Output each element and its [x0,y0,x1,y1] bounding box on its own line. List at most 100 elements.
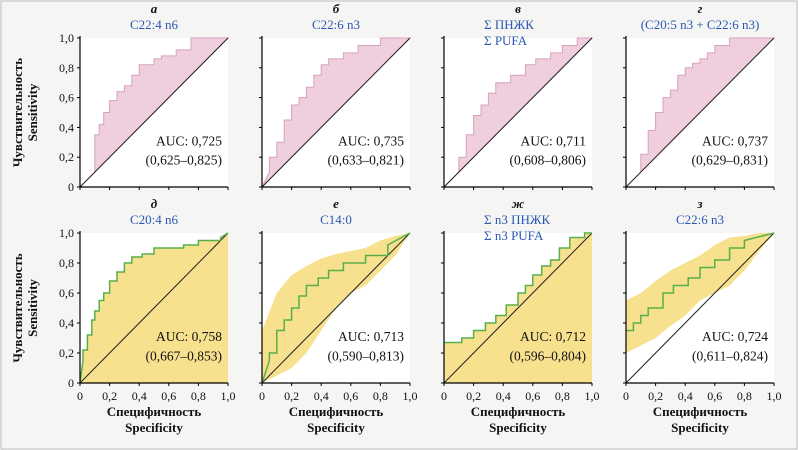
x-tick-label: 0,4 [678,389,693,403]
roc-curve [261,232,411,384]
auc-value: AUC: 0,712 [520,329,586,344]
x-tick-label: 1,0 [403,389,418,403]
auc-value: AUC: 0,711 [520,133,586,148]
x-tick-label: 0 [441,389,447,403]
panel-letter: а [151,1,158,16]
panel-title: (C20:5 n3 + C22:6 n3) [641,17,760,32]
x-tick-label: 0,6 [707,389,722,403]
reference-diagonal [443,37,593,188]
x-tick-label: 0,6 [343,389,358,403]
x-axis-title-en: Specificity [307,420,365,435]
reference-diagonal [443,232,593,384]
auc-value: AUC: 0,735 [338,133,404,148]
reference-diagonal [79,37,229,188]
y-tick-label: 0,2 [59,150,74,164]
x-tick-label: 0,8 [373,389,388,403]
y-tick-label: 0,8 [59,256,74,270]
x-axis-title-ru: Специфичность [653,404,748,419]
panel-title: C14:0 [320,212,352,227]
x-axis-title-ru: Специфичность [107,404,202,419]
auc-ci: (0,596–0,804) [510,349,587,364]
x-tick-label: 0,8 [737,389,752,403]
x-tick-label: 1,0 [585,389,600,403]
x-tick-label: 0,2 [648,389,663,403]
y-axis-title-en: Sensitivity [25,83,40,141]
roc-curve [626,232,775,332]
x-axis-title-en: Specificity [125,420,183,435]
panel-letter: д [151,196,158,211]
auc-value: AUC: 0,713 [338,329,404,344]
x-axis-title-ru: Специфичность [471,404,566,419]
y-tick-label: 0 [68,376,74,390]
x-tick-label: 0,6 [161,389,176,403]
x-tick-label: 0,2 [102,389,117,403]
y-tick-label: 0,6 [59,286,74,300]
panel-title: C22:4 n6 [130,17,179,32]
y-tick-label: 1,0 [59,226,74,240]
x-tick-label: 0,8 [191,389,206,403]
roc-curve [79,232,229,384]
y-tick-label: 0,2 [59,346,74,360]
x-tick-label: 0 [77,389,83,403]
x-axis-title-en: Specificity [489,420,547,435]
y-tick-label: 1,0 [59,31,74,45]
auc-ci: (0,625–0,825) [146,153,223,168]
auc-ci: (0,633–0,821) [328,153,405,168]
x-tick-label: 0,6 [525,389,540,403]
auc-value: AUC: 0,758 [156,329,222,344]
reference-diagonal [625,37,775,188]
auc-ci: (0,611–0,824) [692,349,768,364]
y-tick-label: 0,8 [59,61,74,75]
y-tick-label: 0 [68,180,74,194]
y-tick-label: 0,4 [59,120,74,134]
auc-value: AUC: 0,725 [156,133,222,148]
reference-diagonal [79,232,229,384]
auc-ci: (0,608–0,806) [510,153,587,168]
auc-ci: (0,629–0,831) [692,153,769,168]
reference-diagonal [625,232,775,384]
panel-letter: е [333,196,339,211]
auc-ci: (0,667–0,853) [146,349,223,364]
panel-title: C20:4 n6 [130,212,179,227]
panel-letter: ж [512,196,525,211]
x-tick-label: 0 [259,389,265,403]
auc-ci: (0,590–0,813) [328,349,405,364]
y-axis-title-ru: Чувствительность [10,253,25,362]
x-axis-title-ru: Специфичность [289,404,384,419]
y-tick-label: 0,6 [59,91,74,105]
panel-title-en: Σ n3 PUFA [484,228,544,243]
auc-value: AUC: 0,737 [702,133,768,148]
y-axis-title-row2: Чувствительность Sensitivity [10,253,40,362]
x-axis-title-en: Specificity [671,420,729,435]
panel-letter: з [696,196,702,211]
roc-curve [444,232,592,344]
x-tick-label: 0,4 [496,389,511,403]
x-tick-label: 1,0 [767,389,782,403]
roc-panel-4: г(C20:5 n3 + C22:6 n3) AUC: 0,737 (0,629–0… [623,1,776,190]
x-tick-label: 0,2 [284,389,299,403]
panel-title-en: Σ PUFA [484,33,528,48]
panel-letter: б [333,1,340,16]
x-tick-label: 0,4 [132,389,147,403]
panel-title-ru: Σ n3 ПНЖК [484,212,550,227]
y-axis-title-en: Sensitivity [25,279,40,337]
panel-title: C22:6 n3 [312,17,360,32]
y-tick-label: 0,4 [59,316,74,330]
reference-diagonal [261,232,411,384]
x-tick-label: 0,8 [555,389,570,403]
panel-letter: г [698,1,703,16]
y-axis-title-row1: Чувствительность Sensitivity [10,58,40,167]
ci-band [626,233,774,353]
reference-diagonal [261,37,411,188]
panel-title: C22:6 n3 [676,212,724,227]
x-tick-label: 0,2 [466,389,481,403]
